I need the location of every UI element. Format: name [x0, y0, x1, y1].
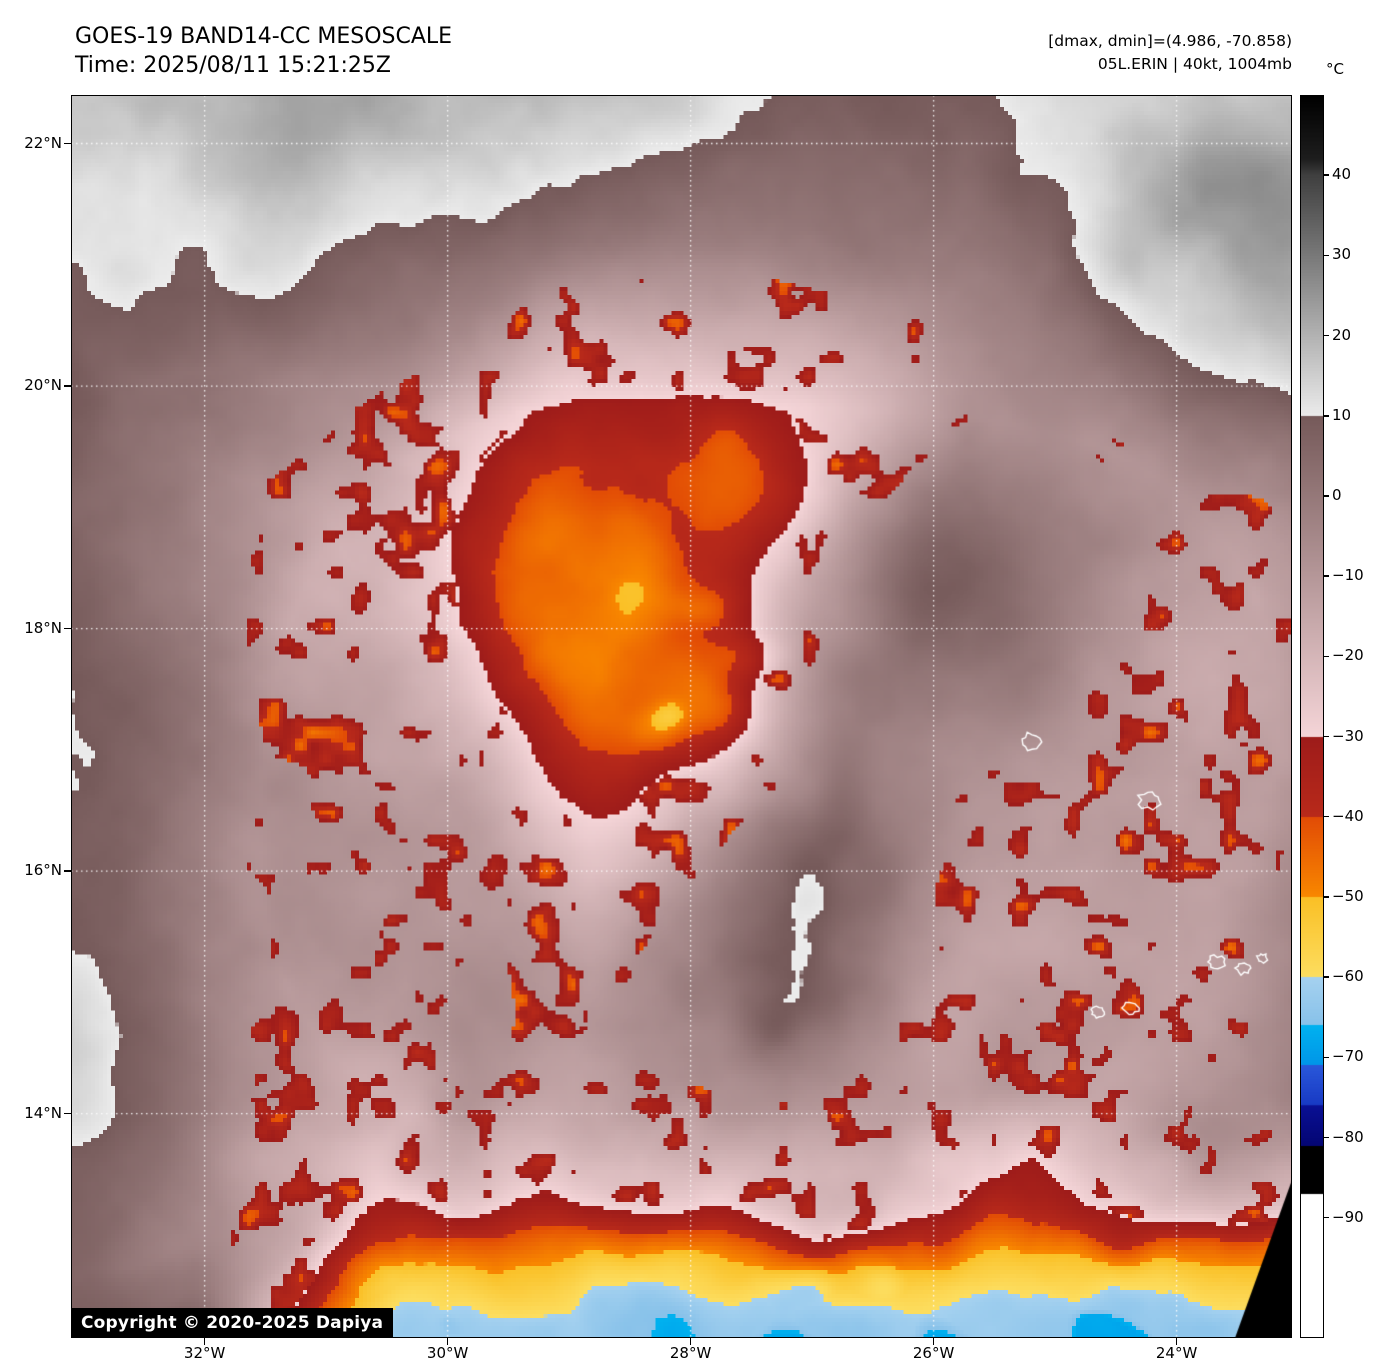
lon-tick-label: 30°W	[426, 1344, 469, 1359]
colorbar-tick-label: −40	[1332, 806, 1364, 825]
lat-tick-mark	[64, 142, 71, 145]
colorbar-tick-mark	[1324, 254, 1329, 257]
colorbar-tick-label: −50	[1332, 886, 1364, 905]
colorbar-tick-mark	[1324, 415, 1329, 417]
map-overlay-canvas	[71, 95, 1292, 1338]
lon-tick-label: 26°W	[912, 1344, 955, 1359]
lon-tick-label: 24°W	[1155, 1344, 1198, 1359]
colorbar-tick-label: −30	[1332, 726, 1364, 745]
lat-tick-label: 16°N	[24, 861, 62, 880]
colorbar-tick-label: 0	[1332, 485, 1342, 504]
lat-tick-label: 20°N	[24, 376, 62, 395]
colorbar-tick-mark	[1324, 575, 1329, 577]
colorbar-canvas	[1300, 95, 1324, 1338]
header-right: [dmax, dmin]=(4.986, -70.858) 05L.ERIN |…	[1048, 30, 1292, 77]
lon-tick-mark	[689, 1338, 692, 1345]
colorbar-tick-mark	[1324, 174, 1329, 176]
colorbar-tick-mark	[1324, 1136, 1329, 1139]
lon-tick-mark	[446, 1338, 449, 1345]
lat-tick-mark	[64, 627, 71, 630]
colorbar-tick-mark	[1324, 1216, 1329, 1219]
colorbar-tick-label: −90	[1332, 1207, 1364, 1226]
colorbar-tick-mark	[1324, 976, 1329, 978]
lon-tick-mark	[932, 1338, 935, 1345]
colorbar-tick-mark	[1324, 495, 1329, 497]
lat-tick-mark	[64, 870, 71, 872]
lat-tick-label: 14°N	[24, 1103, 62, 1122]
storm-info-readout: 05L.ERIN | 40kt, 1004mb	[1097, 55, 1292, 74]
colorbar-tick-mark	[1324, 334, 1329, 337]
lon-tick-mark	[203, 1338, 206, 1345]
lat-tick-mark	[64, 1112, 71, 1115]
colorbar-tick-label: 40	[1332, 165, 1352, 184]
colorbar-tick-label: −20	[1332, 646, 1364, 665]
lon-tick-mark	[1175, 1338, 1178, 1345]
colorbar	[1300, 95, 1324, 1338]
lon-tick-label: 28°W	[669, 1344, 712, 1359]
colorbar-tick-label: 30	[1332, 245, 1352, 264]
colorbar-tick-mark	[1324, 1056, 1329, 1059]
colorbar-tick-label: 20	[1332, 325, 1352, 344]
figure-time: Time: 2025/08/11 15:21:25Z	[75, 53, 391, 79]
colorbar-tick-mark	[1324, 815, 1329, 818]
lat-tick-label: 18°N	[24, 618, 62, 637]
figure-title: GOES-19 BAND14-CC MESOSCALE	[75, 24, 453, 49]
colorbar-tick-mark	[1324, 655, 1329, 658]
colorbar-tick-label: −70	[1332, 1047, 1364, 1066]
lat-tick-label: 22°N	[24, 133, 62, 152]
copyright-badge: Copyright © 2020-2025 Dapiya	[71, 1308, 394, 1338]
lat-tick-mark	[64, 385, 71, 387]
title-block: GOES-19 BAND14-CC MESOSCALE Time: 2025/0…	[75, 22, 452, 80]
lon-tick-label: 32°W	[183, 1344, 226, 1359]
colorbar-unit-label: °C	[1326, 60, 1344, 78]
dmax-dmin-readout: [dmax, dmin]=(4.986, -70.858)	[1048, 32, 1292, 50]
satellite-map: Copyright © 2020-2025 Dapiya	[71, 95, 1292, 1338]
colorbar-tick-label: −10	[1332, 566, 1364, 585]
colorbar-tick-label: −80	[1332, 1127, 1364, 1146]
colorbar-tick-label: −60	[1332, 967, 1364, 986]
colorbar-tick-label: 10	[1332, 405, 1352, 424]
colorbar-tick-mark	[1324, 735, 1329, 738]
colorbar-tick-mark	[1324, 896, 1329, 898]
